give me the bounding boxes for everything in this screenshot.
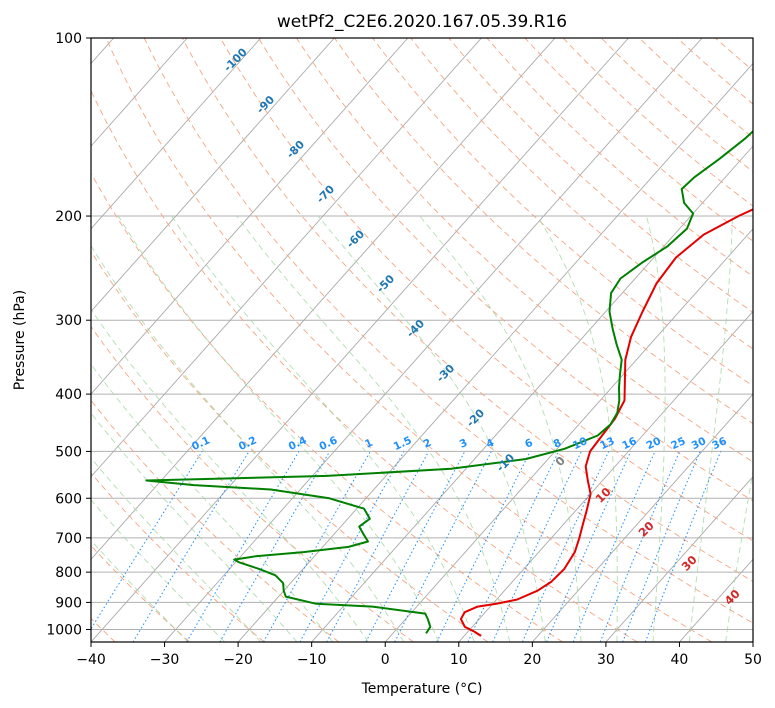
x-tick-label: 30 [597, 652, 615, 668]
mixing-ratio-line [599, 451, 681, 642]
y-axis-label: Pressure (hPa) [12, 290, 28, 390]
moist-adiabat-line [171, 215, 475, 642]
x-tick-label: 10 [450, 652, 468, 668]
moist-adiabat-line [317, 215, 546, 642]
x-tick-label: 0 [381, 652, 390, 668]
isotherm-line [91, 38, 335, 313]
dewpoint-profile-line [145, 129, 753, 634]
moist-adiabat-line [236, 215, 511, 642]
isotherm-line [164, 38, 703, 642]
dry-adiabat-line [91, 250, 489, 642]
y-tick-label: 700 [55, 531, 82, 547]
dry-adiabat-line [91, 544, 190, 642]
dry-adiabat-line [410, 38, 753, 350]
isotherm-line [311, 145, 753, 642]
mixing-ratio-label: 2 [422, 437, 434, 451]
mixing-ratio-line [622, 451, 701, 642]
dry-adiabat-line [296, 38, 753, 463]
background-lines [91, 38, 753, 642]
mixing-ratio-label: 36 [710, 435, 728, 452]
isotherm-line [91, 38, 188, 147]
isotherm-line [605, 476, 753, 642]
moist-adiabat-line [725, 469, 753, 642]
isotherm-line [237, 62, 753, 642]
isotherm-line [91, 38, 482, 478]
profile-lines [145, 129, 753, 637]
mixing-ratio-label: 8 [552, 437, 564, 451]
mixing-ratio-line [546, 451, 632, 642]
plot-frame [90, 37, 754, 643]
isotherm-line [91, 38, 629, 642]
dry-adiabat-line [448, 38, 753, 313]
moist-adiabat-line [91, 539, 189, 642]
mixing-ratio-label: 20 [645, 435, 663, 452]
moist-adiabat-line [91, 412, 298, 642]
mixing-ratio-line [132, 451, 250, 642]
mixing-ratio-label: 25 [669, 435, 687, 452]
x-tick-label: 20 [523, 652, 541, 668]
y-tick-label: 900 [55, 595, 82, 611]
x-tick-label: −30 [150, 652, 180, 668]
mixing-ratio-line [572, 451, 656, 642]
temperature-profile-line [459, 208, 753, 637]
y-tick-label: 1000 [46, 622, 82, 638]
mixing-ratio-line [644, 451, 722, 642]
mixing-ratio-line [299, 451, 405, 642]
moist-adiabat-line [646, 215, 666, 642]
isotherm-line [91, 38, 556, 561]
moist-adiabat-line [91, 499, 226, 642]
x-tick-label: −20 [223, 652, 253, 668]
mixing-ratio-label: 4 [484, 437, 496, 451]
y-tick-label: 600 [55, 491, 82, 507]
mixing-ratio-label: 6 [523, 437, 535, 451]
x-tick-label: 50 [744, 652, 762, 668]
axes: −40 −30 −20 −10 0 10 20 30 40 50 100 200 300 400 500 60… [46, 31, 762, 668]
moist-adiabat-line [91, 457, 262, 642]
y-tick-label: 200 [55, 209, 82, 225]
mixing-ratio-line [394, 451, 492, 642]
moist-adiabat-line [91, 244, 405, 642]
moist-adiabat-line [536, 215, 618, 642]
x-tick-label: −40 [76, 652, 106, 668]
mixing-ratio-line [522, 451, 610, 642]
moist-adiabat-line [419, 215, 582, 642]
isotherm-line [458, 310, 753, 642]
dry-adiabat-line [91, 399, 340, 642]
mixing-ratio-label: 1 [363, 437, 375, 451]
mixing-ratio-label: 16 [620, 435, 638, 452]
isotherm-line [531, 393, 753, 642]
y-tick-label: 800 [55, 565, 82, 581]
mixing-ratio-label: 30 [690, 435, 708, 452]
x-tick-label: 40 [671, 652, 689, 668]
dry-adiabat-line [91, 472, 265, 642]
chart-title: wetPf2_C2E6.2020.167.05.39.R16 [277, 12, 567, 32]
mixing-ratio-label: 13 [598, 435, 616, 452]
mixing-ratio-line [326, 451, 430, 642]
moist-adiabat-line [117, 215, 440, 642]
dry-adiabat-line [105, 38, 713, 642]
isotherm-line [91, 38, 409, 395]
x-tick-label: −10 [297, 652, 327, 668]
dry-adiabat-line [372, 38, 753, 387]
y-tick-label: 300 [55, 313, 82, 329]
isotherm-line [91, 38, 262, 230]
mixing-ratio-line [263, 451, 371, 642]
dry-adiabat-line [334, 38, 753, 425]
dry-adiabat-line [91, 89, 638, 642]
mixing-ratio-label: 10 [571, 435, 589, 452]
y-tick-label: 500 [55, 444, 82, 460]
isotherm-line [384, 228, 753, 642]
y-tick-label: 400 [55, 387, 82, 403]
dry-adiabat-line [143, 38, 753, 624]
dry-adiabat-line [91, 172, 563, 642]
moist-adiabat-line [688, 215, 733, 642]
mixing-ratio-label: 3 [458, 437, 470, 451]
x-axis-label: Temperature (°C) [361, 681, 483, 697]
y-tick-label: 100 [55, 31, 82, 47]
